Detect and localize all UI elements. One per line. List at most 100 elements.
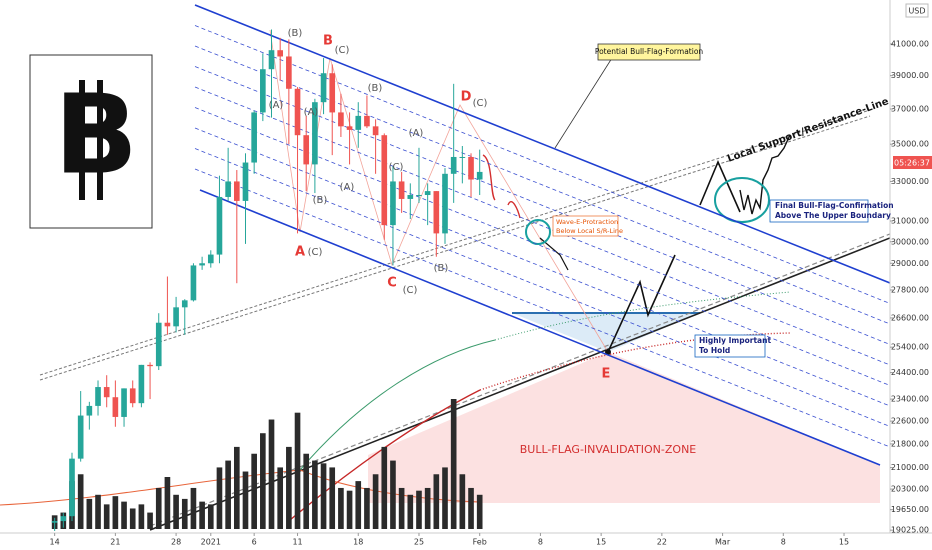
y-tick-label: 30000.00 bbox=[891, 237, 929, 246]
candle-body bbox=[260, 69, 266, 113]
candle-body bbox=[329, 73, 336, 113]
zone-label: BULL-FLAG-INVALIDATION-ZONE bbox=[520, 443, 697, 456]
x-tick-label: Feb bbox=[473, 538, 487, 547]
channel-midline bbox=[194, 86, 890, 366]
candle-body bbox=[364, 115, 370, 127]
note: To Hold bbox=[699, 346, 730, 355]
candle-body bbox=[268, 50, 275, 70]
note: Potential Bull-Flag-Formation bbox=[595, 47, 704, 56]
wave-labels: (B) B (C) (A) (A) (B) (A) (B) (A) (C) (B… bbox=[269, 28, 611, 382]
volume-bar bbox=[294, 412, 301, 529]
channel bbox=[194, 4, 890, 466]
candle-body bbox=[112, 397, 119, 417]
x-tick-label: 6 bbox=[252, 538, 257, 547]
volume-bar bbox=[450, 399, 457, 529]
candle-body bbox=[164, 322, 171, 327]
note: Highly Important bbox=[699, 336, 771, 345]
note: Above The Upper Boundary bbox=[775, 211, 891, 220]
channel-midline bbox=[194, 127, 890, 407]
x-tick-label: 22 bbox=[657, 538, 667, 547]
wave-label: (C) bbox=[473, 98, 488, 109]
logo: B bbox=[54, 70, 138, 198]
support-line bbox=[149, 237, 890, 531]
wave-label: E bbox=[602, 367, 611, 382]
wave-label: (A) bbox=[304, 107, 319, 118]
wave-label: (C) bbox=[389, 162, 404, 173]
candle-body bbox=[69, 458, 75, 517]
channel-midline bbox=[194, 45, 890, 325]
note-box bbox=[769, 199, 869, 223]
x-tick-label: 8 bbox=[781, 538, 786, 547]
x-tick-label: 18 bbox=[353, 538, 363, 547]
wave-label: (C) bbox=[335, 45, 350, 56]
volume-bar bbox=[390, 460, 396, 529]
candle-body bbox=[294, 88, 301, 136]
note-box bbox=[694, 334, 766, 358]
y-tick-label: 37000.00 bbox=[891, 104, 929, 113]
candle-body bbox=[381, 135, 388, 226]
x-tick-label: 8 bbox=[538, 538, 543, 547]
support-line bbox=[149, 233, 890, 527]
candle-body bbox=[277, 50, 284, 57]
channel-upper bbox=[194, 4, 890, 284]
note: Local Support/Resistance-Line bbox=[726, 96, 890, 165]
candle-body bbox=[181, 300, 188, 308]
volume-bar bbox=[164, 477, 171, 529]
volume-bar bbox=[155, 487, 162, 529]
candle-body bbox=[476, 171, 483, 180]
channel-midline bbox=[194, 148, 890, 427]
volume-bar bbox=[103, 504, 110, 529]
candle-body bbox=[346, 126, 353, 130]
wave-lines bbox=[269, 29, 609, 353]
candle-body bbox=[216, 196, 223, 255]
x-tick-label: 25 bbox=[414, 538, 424, 547]
candle-body bbox=[129, 388, 136, 404]
wave-label: (A) bbox=[269, 100, 284, 111]
volume-bar bbox=[424, 487, 431, 529]
candle-body bbox=[77, 415, 84, 459]
candle-body bbox=[147, 364, 153, 367]
plot bbox=[51, 29, 483, 531]
volume-bar bbox=[346, 490, 353, 529]
y-tick-label: 19650.00 bbox=[891, 505, 929, 514]
y-tick-label: 21800.00 bbox=[891, 439, 929, 448]
candle-body bbox=[407, 195, 414, 199]
volume-bar bbox=[242, 471, 249, 529]
currency: USD bbox=[908, 7, 925, 16]
volume-bar bbox=[251, 453, 257, 529]
volume-bar bbox=[121, 501, 127, 529]
highlight bbox=[525, 219, 551, 245]
y-tick-label: 31000.00 bbox=[891, 217, 929, 226]
logo-box bbox=[29, 54, 153, 229]
candle-body bbox=[286, 56, 292, 89]
candle-body bbox=[312, 102, 318, 165]
projection bbox=[607, 254, 676, 353]
wave-label: (B) bbox=[288, 28, 303, 39]
volume-bar bbox=[173, 494, 179, 529]
volume-bar bbox=[95, 494, 101, 529]
moving-average bbox=[479, 332, 791, 391]
candle-body bbox=[199, 263, 205, 266]
y-tick-label: 39000.00 bbox=[891, 71, 929, 80]
candle-body bbox=[416, 195, 422, 197]
projection bbox=[539, 237, 569, 271]
point-e bbox=[605, 349, 611, 355]
volume-bar bbox=[181, 498, 188, 529]
candle-body bbox=[138, 364, 145, 404]
callout-line bbox=[554, 57, 613, 149]
volume-bar bbox=[147, 512, 153, 529]
channel-midline bbox=[194, 107, 890, 386]
note: Below Local S/R-Line bbox=[556, 227, 623, 235]
candle-body bbox=[233, 181, 240, 201]
candle-body bbox=[95, 387, 101, 406]
volume-bar bbox=[233, 446, 240, 529]
volume-bar bbox=[433, 474, 440, 529]
candle-body bbox=[155, 322, 162, 367]
candle-body bbox=[207, 254, 214, 264]
candle-body bbox=[225, 181, 231, 197]
channel-midline bbox=[194, 25, 890, 304]
volume-bar bbox=[381, 446, 388, 529]
triangle-zone bbox=[512, 313, 700, 352]
candle-body bbox=[372, 126, 379, 136]
